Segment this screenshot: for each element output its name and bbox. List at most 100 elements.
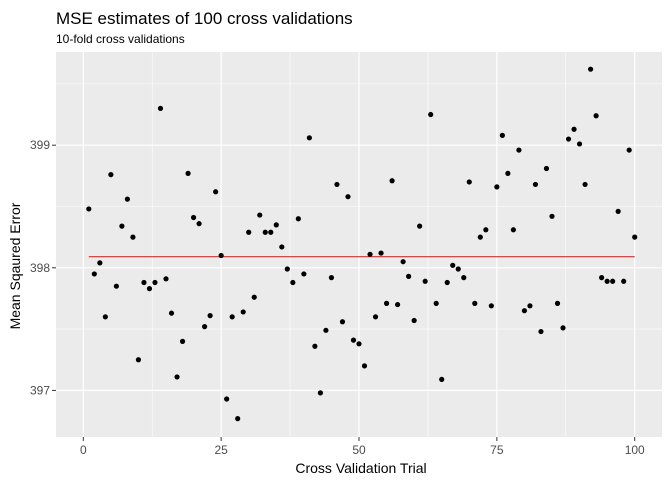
data-point xyxy=(571,126,577,132)
data-point xyxy=(91,271,97,277)
data-point xyxy=(593,113,599,119)
data-point xyxy=(422,278,428,284)
data-point xyxy=(477,234,483,240)
data-point xyxy=(361,363,368,369)
data-point xyxy=(124,196,131,202)
x-tick-label: 100 xyxy=(625,443,645,457)
data-point xyxy=(295,216,301,222)
data-point xyxy=(273,222,279,228)
data-point xyxy=(97,260,103,266)
data-point xyxy=(582,181,588,188)
data-point xyxy=(527,303,533,309)
data-point xyxy=(461,275,467,281)
data-point xyxy=(312,343,318,349)
data-point xyxy=(202,324,208,330)
data-point xyxy=(174,374,180,380)
data-point xyxy=(86,206,92,212)
data-point xyxy=(235,416,241,422)
data-point xyxy=(505,170,511,176)
data-point xyxy=(554,300,561,306)
data-point xyxy=(224,396,230,402)
data-point xyxy=(350,337,357,343)
y-axis: 397 398 399 xyxy=(30,138,56,397)
data-point xyxy=(615,208,621,214)
data-point xyxy=(494,184,500,190)
data-point xyxy=(163,276,169,282)
data-point xyxy=(632,234,638,240)
data-point xyxy=(411,317,417,324)
data-point xyxy=(428,111,434,118)
data-point xyxy=(246,229,252,235)
data-point xyxy=(356,341,362,347)
data-point xyxy=(433,300,439,306)
data-point xyxy=(190,214,197,221)
data-point xyxy=(284,266,290,272)
data-point xyxy=(466,179,472,185)
chart-subtitle: 10-fold cross validations xyxy=(56,32,185,46)
data-point xyxy=(179,338,186,344)
data-point xyxy=(532,181,539,188)
data-point xyxy=(290,279,296,286)
data-point xyxy=(279,244,285,250)
data-point xyxy=(450,262,456,268)
data-point xyxy=(378,250,384,256)
data-point xyxy=(472,300,478,306)
data-point xyxy=(108,172,114,178)
data-point xyxy=(587,66,594,72)
data-point xyxy=(130,234,136,240)
data-point xyxy=(218,252,224,259)
data-point xyxy=(521,308,528,314)
data-point xyxy=(610,278,616,284)
data-point xyxy=(383,300,390,306)
data-point xyxy=(560,325,566,331)
x-axis: 0 25 50 75 100 xyxy=(80,437,645,457)
data-point xyxy=(576,141,583,147)
data-point xyxy=(135,357,142,363)
data-point xyxy=(345,194,351,200)
data-point xyxy=(168,310,175,316)
data-point xyxy=(306,135,312,141)
data-point xyxy=(185,170,191,176)
data-point xyxy=(262,229,268,235)
x-axis-title: Cross Validation Trial xyxy=(295,460,426,476)
y-tick-label: 398 xyxy=(30,261,50,275)
x-tick-label: 0 xyxy=(80,443,87,457)
data-point xyxy=(543,165,550,172)
data-point xyxy=(196,221,202,227)
data-point xyxy=(621,278,627,284)
data-point xyxy=(488,303,494,309)
data-point xyxy=(119,223,125,229)
data-point xyxy=(334,181,340,188)
x-tick-label: 75 xyxy=(490,443,504,457)
data-point xyxy=(113,283,119,289)
data-points xyxy=(86,66,638,422)
y-tick-label: 399 xyxy=(30,138,50,152)
data-point xyxy=(367,251,373,257)
data-point xyxy=(152,279,158,286)
data-point xyxy=(207,313,213,319)
data-point xyxy=(406,273,412,279)
data-point xyxy=(157,105,164,112)
data-point xyxy=(323,327,329,333)
data-point xyxy=(268,229,274,235)
data-point xyxy=(251,294,257,300)
grid-lines xyxy=(56,52,662,437)
data-point xyxy=(444,279,450,286)
data-point xyxy=(499,132,505,138)
data-point xyxy=(141,279,147,286)
data-point xyxy=(394,301,401,308)
data-point xyxy=(389,178,395,184)
data-point xyxy=(549,213,555,219)
data-point xyxy=(538,328,544,335)
data-point xyxy=(626,147,632,153)
y-tick-label: 397 xyxy=(30,383,50,397)
data-point xyxy=(146,286,153,292)
data-point xyxy=(257,212,263,218)
data-point xyxy=(604,278,610,284)
x-tick-label: 25 xyxy=(214,443,228,457)
data-point xyxy=(213,189,219,195)
chart-title: MSE estimates of 100 cross validations xyxy=(56,9,353,28)
data-point xyxy=(328,275,335,281)
data-point xyxy=(417,223,423,229)
